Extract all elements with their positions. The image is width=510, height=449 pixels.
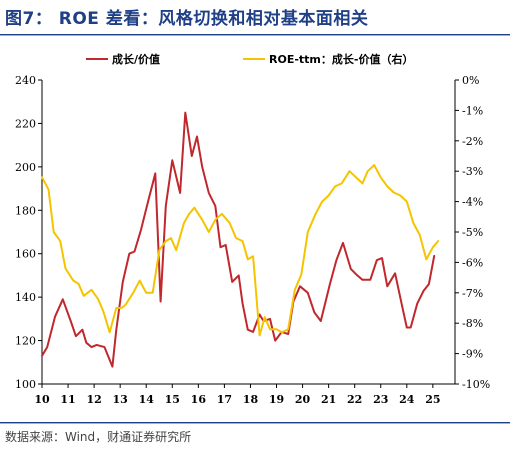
x-tick-label: 25 — [425, 393, 440, 406]
series-layer — [41, 111, 440, 368]
left-tick-label: 220 — [15, 117, 36, 130]
x-tick-label: 20 — [295, 393, 311, 406]
x-tick-label: 23 — [373, 393, 388, 406]
left-tick-label: 200 — [15, 161, 36, 174]
right-tick-label: -7% — [462, 287, 483, 300]
series-line-roe-ttm — [41, 164, 440, 337]
right-tick-label: -9% — [462, 348, 483, 361]
right-tick-label: -5% — [462, 226, 483, 239]
x-tick-label: 13 — [113, 393, 128, 406]
legend: 成长/价值 ROE-ttm：成长-价值（右） — [86, 52, 413, 66]
title-divider — [0, 34, 510, 35]
right-tick-label: -6% — [462, 256, 483, 269]
x-tick-label: 14 — [139, 393, 155, 406]
x-tick-label: 10 — [34, 393, 50, 406]
x-tick-label: 16 — [191, 393, 207, 406]
footer-divider — [0, 422, 510, 423]
series-line-growth-value — [41, 111, 436, 368]
left-tick-label: 140 — [15, 291, 36, 304]
right-tick-label: -3% — [462, 165, 483, 178]
right-tick-label: -10% — [462, 378, 490, 391]
page-title: 图7： ROE 差看：风格切换和相对基本面相关 — [5, 9, 369, 29]
x-tick-label: 12 — [86, 393, 101, 406]
right-tick-label: 0% — [462, 74, 479, 87]
left-tick-label: 120 — [15, 335, 36, 348]
x-tick-label: 19 — [269, 393, 284, 406]
x-tick-label: 15 — [165, 393, 180, 406]
right-tick-label: -1% — [462, 104, 483, 117]
x-tick-label: 22 — [347, 393, 362, 406]
legend-label-roe-ttm: ROE-ttm：成长-价值（右） — [269, 52, 413, 66]
x-tick-label: 11 — [60, 393, 75, 406]
left-tick-label: 160 — [15, 248, 36, 261]
right-tick-label: -4% — [462, 196, 483, 209]
x-tick-label: 21 — [321, 393, 336, 406]
legend-label-growth-value: 成长/价值 — [112, 52, 160, 66]
left-tick-label: 240 — [15, 74, 36, 87]
right-tick-label: -2% — [462, 135, 483, 148]
source-note: 数据来源：Wind，财通证券研究所 — [5, 430, 192, 444]
line-chart: 成长/价值 ROE-ttm：成长-价值（右） 100 120 140 160 180 20… — [15, 52, 490, 406]
axes: 100 120 140 160 180 200 220 240 -10% -9% -8% -7% -6%… — [15, 74, 490, 406]
x-tick-label: 24 — [399, 393, 415, 406]
footer-divider-accent — [0, 423, 510, 424]
left-tick-label: 100 — [15, 378, 36, 391]
x-tick-label: 18 — [243, 393, 259, 406]
left-tick-label: 180 — [15, 204, 36, 217]
x-tick-label: 17 — [217, 393, 232, 406]
right-tick-label: -8% — [462, 317, 483, 330]
title-divider-accent — [0, 35, 510, 36]
